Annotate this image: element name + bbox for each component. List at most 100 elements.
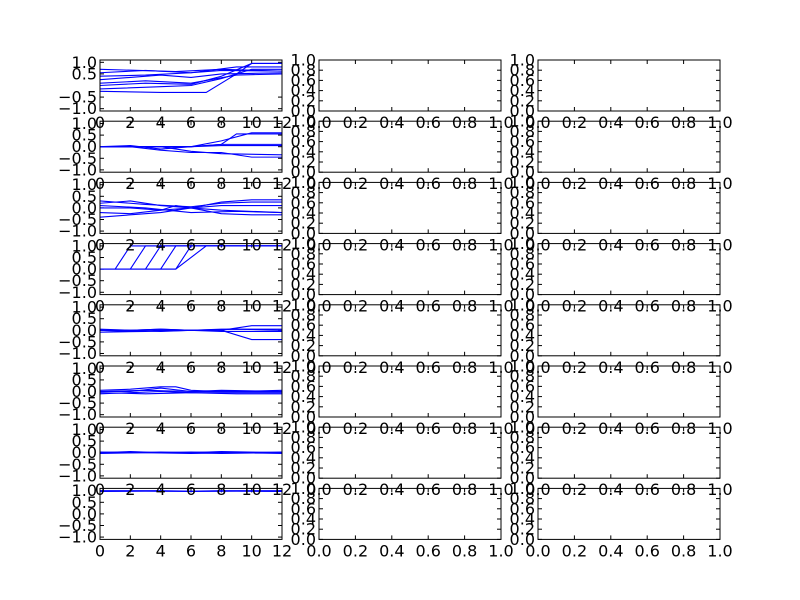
- plot-frame-r6-c1: [99, 365, 283, 418]
- y-tick-label: 0.2: [510, 336, 535, 355]
- series-line-r1-8: [100, 68, 282, 73]
- y-tick-label: 0.5: [72, 64, 97, 83]
- x-tick-label: 0.2: [343, 297, 368, 316]
- x-tick-label: 0.4: [379, 235, 404, 254]
- y-tick-label: 0.8: [291, 489, 316, 508]
- y-tick-label: 0.0: [291, 530, 316, 549]
- x-tick-label: 1.0: [707, 541, 732, 560]
- x-tick-label: 0.8: [671, 541, 696, 560]
- y-tick-label: 0.6: [510, 71, 535, 90]
- plot-frame-r1-c3: [537, 59, 721, 112]
- y-tick-label: 0.6: [291, 71, 316, 90]
- x-tick-label: 0.0: [306, 541, 331, 560]
- y-tick-label: 1.0: [510, 234, 535, 253]
- x-tick-label: 2: [125, 235, 135, 254]
- x-tick-label: 0.0: [525, 541, 550, 560]
- series-group-r1: [100, 62, 282, 93]
- subplot-r2-c1: 1.00.50.0−0.5−1.00 2 4 6 8 10 12: [58, 114, 292, 193]
- series-group-r5: [100, 325, 282, 341]
- x-tick-label: 1.0: [488, 541, 513, 560]
- y-tick-label: 1.0: [291, 51, 316, 70]
- series-group-r4: [100, 245, 282, 270]
- y-tick-label: 0.6: [510, 132, 535, 151]
- y-tick-label: 0.0: [291, 408, 316, 427]
- x-tick-label: 0: [95, 358, 105, 377]
- plot-frame-r2-c1: [99, 120, 283, 173]
- series-group-r2: [100, 132, 282, 158]
- x-tick-label: 8: [216, 419, 226, 438]
- x-tick-label: 8: [216, 541, 226, 560]
- y-tick-label: 0.2: [291, 520, 316, 539]
- x-tick-label: 0: [95, 297, 105, 316]
- series-line-r1-4: [100, 73, 282, 84]
- x-tick-label: 10: [241, 419, 261, 438]
- plot-frame-r5-c2: [318, 304, 502, 357]
- y-tick-label: 0.0: [510, 285, 535, 304]
- y-tick-label: 1.0: [72, 359, 97, 378]
- x-tick-label: 0.8: [452, 419, 477, 438]
- x-tick-label: 0.8: [671, 419, 696, 438]
- subplot-r6-c2: 0.00.20.40.60.81.00.0 0.2 0.4 0.6 0.8 1.0: [291, 357, 514, 439]
- plot-frame-r3-c3: [537, 181, 721, 234]
- x-tick-label: 0.4: [598, 419, 623, 438]
- x-tick-label: 0.0: [525, 235, 550, 254]
- subplot-r4-c3: 0.00.20.40.60.81.00.0 0.2 0.4 0.6 0.8 1.0: [510, 234, 733, 316]
- y-tick-label: 1.0: [510, 418, 535, 437]
- y-tick-label: 0.2: [510, 214, 535, 233]
- x-tick-label: 0: [95, 235, 105, 254]
- x-tick-label: 0.8: [671, 235, 696, 254]
- y-tick-label: 0.2: [291, 336, 316, 355]
- subplot-r6-c3: 0.00.20.40.60.81.00.0 0.2 0.4 0.6 0.8 1.0: [510, 357, 733, 439]
- x-tick-label: 6: [186, 358, 196, 377]
- y-tick-label: 0.0: [510, 408, 535, 427]
- y-tick-label: 1.0: [72, 53, 97, 72]
- x-tick-label: 10: [241, 358, 261, 377]
- plot-frame-r2-c3: [537, 120, 721, 173]
- x-tick-label: 1.0: [707, 174, 732, 193]
- y-tick-label: 0.0: [291, 102, 316, 121]
- y-tick-label: 0.0: [291, 163, 316, 182]
- x-tick-label: 0: [95, 174, 105, 193]
- y-tick-label: −0.5: [58, 516, 97, 535]
- x-tick-label: 12: [272, 235, 292, 254]
- x-tick-label: 8: [216, 235, 226, 254]
- x-tick-label: 0.6: [415, 235, 440, 254]
- subplot-r1-c1: 1.00.5−0.5−1.00 2 4 6 8 10 12: [58, 53, 292, 132]
- x-tick-label: 0.0: [525, 113, 550, 132]
- y-tick-label: −0.5: [58, 332, 97, 351]
- series-line-r2-1: [100, 144, 282, 150]
- y-tick-label: −0.5: [58, 88, 97, 107]
- series-line-r2-5: [100, 146, 282, 158]
- y-tick-label: 1.0: [72, 175, 97, 194]
- subplot-r8-c1: 1.00.50.0−0.5−1.00 2 4 6 8 10 12: [58, 481, 292, 560]
- series-line-r2-6: [100, 143, 282, 148]
- subplot-r4-c1: 1.00.50.0−0.5−1.00 2 4 6 8 10 12: [58, 236, 292, 315]
- y-tick-label: 0.5: [72, 248, 97, 267]
- x-tick-label: 0.6: [634, 358, 659, 377]
- x-tick-label: 0.6: [634, 297, 659, 316]
- x-tick-label: 6: [186, 419, 196, 438]
- plot-frame-r8-c2: [318, 487, 502, 540]
- x-tick-label: 12: [272, 541, 292, 560]
- x-tick-label: 0.4: [379, 358, 404, 377]
- subplot-r8-c3: 0.00.20.40.60.81.00.0 0.2 0.4 0.6 0.8 1.0: [510, 479, 733, 561]
- y-tick-label: 0.0: [72, 321, 97, 340]
- y-tick-label: 0.6: [510, 438, 535, 457]
- x-tick-label: 0.6: [634, 541, 659, 560]
- x-tick-label: 12: [272, 174, 292, 193]
- x-tick-label: 4: [156, 480, 166, 499]
- plot-frame-r2-c2: [318, 120, 502, 173]
- y-tick-label: 1.0: [291, 112, 316, 131]
- y-tick-label: −1.0: [58, 283, 97, 302]
- x-tick-label: 4: [156, 297, 166, 316]
- y-tick-label: −0.5: [58, 210, 97, 229]
- x-tick-label: 0.0: [525, 358, 550, 377]
- subplot-r6-c1: 1.00.50.0−0.5−1.00 2 4 6 8 10 12: [58, 359, 292, 438]
- x-tick-label: 12: [272, 113, 292, 132]
- y-tick-label: 0.4: [291, 265, 316, 284]
- x-tick-label: 2: [125, 480, 135, 499]
- series-line-r3-4: [100, 207, 282, 218]
- plot-frame-r7-c3: [537, 426, 721, 479]
- subplot-r5-c3: 0.00.20.40.60.81.00.0 0.2 0.4 0.6 0.8 1.0: [510, 295, 733, 377]
- x-tick-label: 0.4: [379, 480, 404, 499]
